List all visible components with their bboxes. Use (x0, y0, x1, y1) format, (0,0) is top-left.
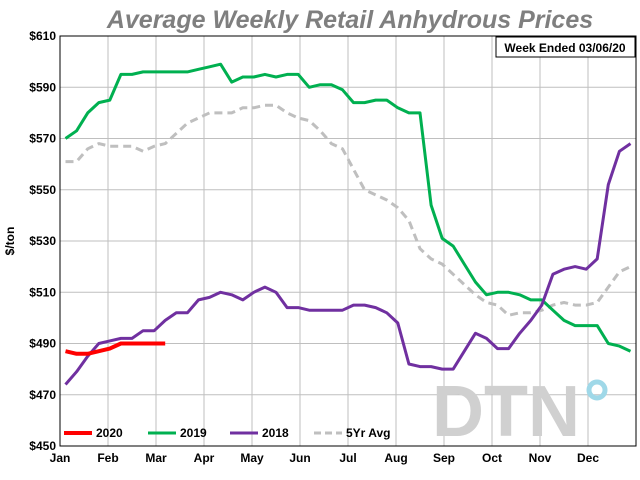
x-tick-label: Jun (289, 451, 310, 465)
y-tick-label: $610 (29, 29, 56, 43)
x-tick-label: Aug (384, 451, 407, 465)
y-tick-label: $590 (29, 80, 56, 94)
chart-title: Average Weekly Retail Anhydrous Prices (106, 6, 593, 34)
series-line-2020 (65, 341, 166, 356)
legend: 2020 2019 2018 5Yr Avg (64, 426, 390, 440)
x-tick-label: Feb (97, 451, 118, 465)
week-ended-note: Week Ended 03/06/20 (504, 41, 626, 55)
x-tick-label: Nov (529, 451, 552, 465)
y-tick-label: $470 (29, 388, 56, 402)
x-tick-label: Sep (433, 451, 455, 465)
x-tick-label: Jul (339, 451, 356, 465)
x-tick-label: Apr (194, 451, 215, 465)
x-tick-label: May (240, 451, 264, 465)
x-axis-ticks: Jan Feb Mar Apr May Jun Jul Aug Sep Oct Nov Dec (50, 451, 600, 465)
y-tick-label: $490 (29, 337, 56, 351)
dtn-logo: DTN (432, 372, 580, 452)
y-tick-label: $510 (29, 285, 56, 299)
legend-label: 2019 (180, 426, 207, 440)
legend-label: 5Yr Avg (346, 426, 390, 440)
x-tick-label: Oct (482, 451, 502, 465)
y-axis-ticks: $450 $470 $490 $510 $530 $550 $570 $590 $610 (29, 29, 56, 453)
week-ended-box (495, 36, 636, 58)
series-line-2018 (64, 142, 632, 386)
y-tick-label: $550 (29, 183, 56, 197)
plot-frame (59, 35, 637, 447)
x-tick-label: Jan (50, 451, 71, 465)
y-axis-label: $/ton (3, 227, 17, 256)
series-line-2019 (64, 62, 632, 353)
y-tick-label: $450 (29, 439, 56, 453)
x-tick-label: Mar (145, 451, 167, 465)
series-lines (64, 62, 632, 386)
legend-label: 2018 (262, 426, 289, 440)
x-tick-label: Dec (577, 451, 599, 465)
y-tick-label: $570 (29, 132, 56, 146)
legend-label: 2020 (96, 426, 123, 440)
logo-dot-icon (586, 379, 608, 401)
y-tick-label: $530 (29, 234, 56, 248)
